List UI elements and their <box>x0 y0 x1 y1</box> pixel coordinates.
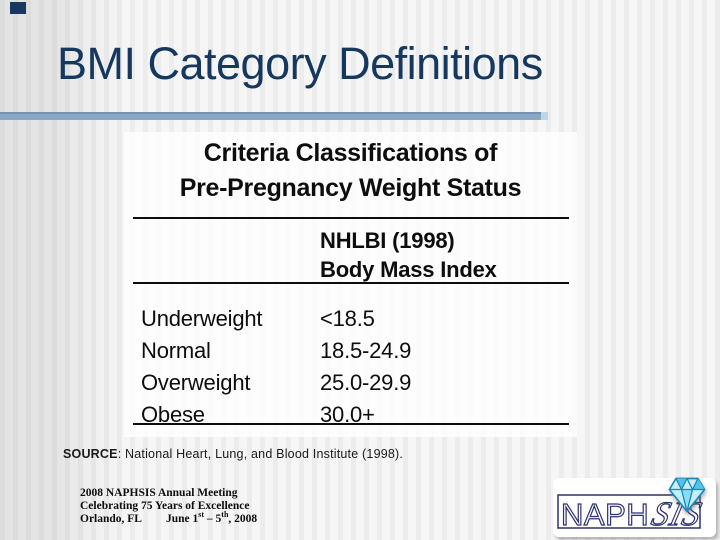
table-divider-bottom <box>133 423 569 425</box>
naphsis-wordmark: NAPH SIS <box>557 494 706 533</box>
source-text: : National Heart, Lung, and Blood Instit… <box>117 447 404 461</box>
column-header-line1: NHLBI (1998) <box>320 228 455 253</box>
table-title-line1: Criteria Classifications of <box>203 139 498 167</box>
bmi-cell: 18.5-24.9 <box>320 338 412 363</box>
logo-text-upright: NAPH <box>561 497 649 532</box>
footer-line2: Celebrating 75 Years of Excellence <box>80 500 250 512</box>
rule-end-cap <box>541 112 548 120</box>
table-divider-middle <box>133 282 569 284</box>
bmi-cell: 30.0+ <box>320 402 375 427</box>
table-title: Criteria Classifications of Pre-Pregnanc… <box>124 136 577 206</box>
category-cell: Overweight <box>141 370 251 395</box>
category-cell: Obese <box>141 402 205 427</box>
bmi-cell: <18.5 <box>320 306 375 331</box>
slide-title: BMI Category Definitions <box>57 38 543 89</box>
table-title-line2: Pre-Pregnancy Weight Status <box>179 174 522 202</box>
footer-line3: Orlando, FL June 1st – 5th, 2008 <box>80 510 258 526</box>
bmi-cell: 25.0-29.9 <box>320 370 412 395</box>
footer-line1: 2008 NAPHSIS Annual Meeting <box>80 487 238 499</box>
logo-text-slanted: SIS <box>648 495 706 532</box>
category-cell: Underweight <box>141 306 263 331</box>
column-header-line2: Body Mass Index <box>320 257 497 282</box>
table-column-header: NHLBI (1998) Body Mass Index <box>320 226 497 284</box>
category-cell: Normal <box>141 338 211 363</box>
bmi-table-image: Criteria Classifications of Pre-Pregnanc… <box>124 132 577 437</box>
footer-date: June 1st – 5th, 2008 <box>165 510 258 525</box>
table-divider-top <box>133 217 569 219</box>
source-note: SOURCE: National Heart, Lung, and Blood … <box>63 447 403 461</box>
naphsis-logo: NAPH SIS <box>553 477 716 537</box>
footer-meeting-info: 2008 NAPHSIS Annual Meeting Celebrating … <box>80 487 257 526</box>
footer-location: Orlando, FL <box>80 513 142 525</box>
corner-accent-square <box>10 2 26 14</box>
title-underline-rule <box>0 112 548 120</box>
source-label: SOURCE <box>63 447 118 461</box>
diamond-gem-icon <box>668 477 706 513</box>
